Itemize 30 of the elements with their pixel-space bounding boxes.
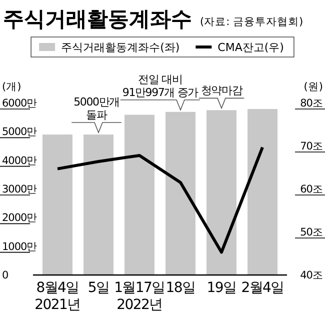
x-tick-label: 19일 bbox=[206, 280, 236, 296]
y-tick-label: 4000만 bbox=[2, 154, 38, 167]
y2-tick-label: 40조 bbox=[300, 270, 324, 282]
y-axis-title: (개) bbox=[2, 81, 22, 93]
x-tick-label: 1월17일 2022년 bbox=[114, 280, 165, 312]
y2-axis-title: (원) bbox=[304, 81, 323, 93]
y2-tick-label: 60조 bbox=[300, 184, 324, 196]
y-tick-label: 6000만 bbox=[2, 98, 38, 110]
callout: 5000만개 돌파 bbox=[71, 96, 122, 134]
annotation: 전일 대비 91만997개 증가 bbox=[122, 72, 199, 99]
callout: 청약마감 bbox=[198, 84, 244, 110]
y-tick-label: 5000만 bbox=[2, 126, 38, 138]
y-tick-label: 1000만 bbox=[2, 240, 38, 253]
y-tick-label: 2000만 bbox=[2, 212, 38, 224]
x-tick-label: 2월4일 bbox=[241, 280, 284, 296]
text: (자료: 금융투자협회) bbox=[200, 16, 304, 28]
legend-label: CMA잔고(우) bbox=[218, 41, 284, 54]
x-tick-label: 8월4일 2021년 bbox=[34, 280, 80, 312]
x-tick-label: 5일 bbox=[88, 280, 110, 296]
title: 주식거래활동계좌수 bbox=[3, 7, 192, 31]
y-tick-label: 3000만 bbox=[2, 184, 38, 196]
annotation: 5000만개 돌파 bbox=[74, 96, 120, 122]
y2-tick-label: 80조 bbox=[300, 98, 324, 110]
x-tick-label: 18일 bbox=[166, 280, 196, 296]
y-tick-label: 0 bbox=[2, 270, 8, 282]
legend-label: 주식거래활동계좌수(좌) bbox=[61, 41, 180, 54]
callout: 전일 대비 91만997개 증가 bbox=[120, 72, 200, 111]
y2-tick-label: 50조 bbox=[300, 226, 324, 238]
annotation: 청약마감 bbox=[200, 84, 243, 98]
y2-tick-label: 70조 bbox=[300, 140, 324, 152]
